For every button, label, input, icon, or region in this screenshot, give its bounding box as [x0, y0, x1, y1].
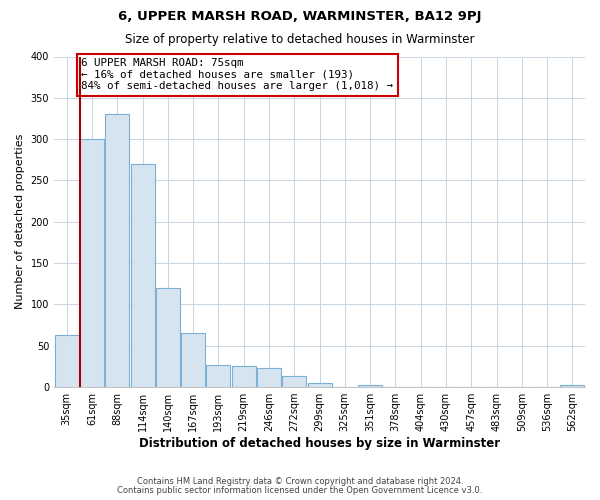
Text: Contains HM Land Registry data © Crown copyright and database right 2024.: Contains HM Land Registry data © Crown c…: [137, 477, 463, 486]
X-axis label: Distribution of detached houses by size in Warminster: Distribution of detached houses by size …: [139, 437, 500, 450]
Text: Size of property relative to detached houses in Warminster: Size of property relative to detached ho…: [125, 32, 475, 46]
Bar: [80, 139, 104, 387]
Text: Contains public sector information licensed under the Open Government Licence v3: Contains public sector information licen…: [118, 486, 482, 495]
Bar: [257, 368, 281, 387]
Y-axis label: Number of detached properties: Number of detached properties: [15, 134, 25, 310]
Bar: [55, 335, 79, 387]
Bar: [105, 114, 129, 387]
Text: 6 UPPER MARSH ROAD: 75sqm
← 16% of detached houses are smaller (193)
84% of semi: 6 UPPER MARSH ROAD: 75sqm ← 16% of detac…: [81, 58, 393, 92]
Bar: [358, 386, 382, 387]
Bar: [560, 386, 584, 387]
Bar: [308, 383, 332, 387]
Bar: [282, 376, 306, 387]
Text: 6, UPPER MARSH ROAD, WARMINSTER, BA12 9PJ: 6, UPPER MARSH ROAD, WARMINSTER, BA12 9P…: [118, 10, 482, 23]
Bar: [156, 288, 180, 387]
Bar: [131, 164, 155, 387]
Bar: [181, 334, 205, 387]
Bar: [232, 366, 256, 387]
Bar: [206, 365, 230, 387]
